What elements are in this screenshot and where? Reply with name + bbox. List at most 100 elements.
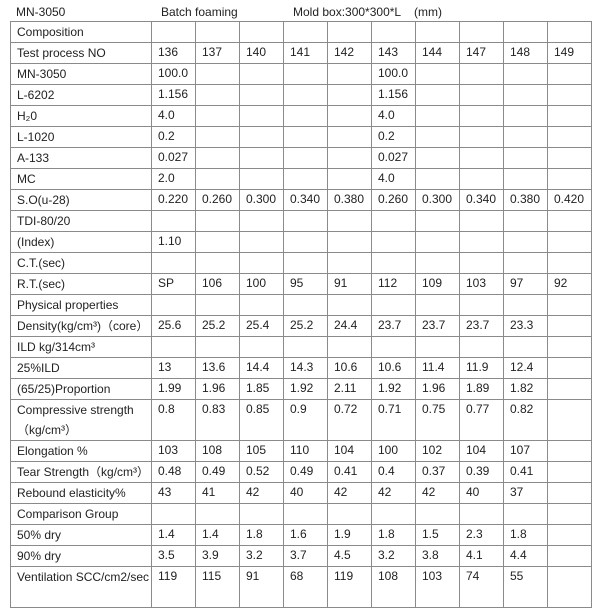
table-cell: 1.156 [371, 84, 416, 106]
row-label: A-133 [10, 147, 152, 169]
table-cell [283, 21, 328, 43]
table-cell [547, 21, 592, 43]
table-cell [195, 105, 240, 127]
table-cell: 108 [195, 440, 240, 462]
table-cell [151, 252, 196, 274]
table-cell: 24.4 [327, 315, 372, 337]
table-row: Tear Strength（kg/cm³） 0.48 0.49 0.52 0.49 0.4… [10, 461, 592, 483]
table-cell [459, 84, 504, 106]
table-row: L-1020 0.2 0.2 [10, 126, 592, 148]
table-cell [327, 210, 372, 232]
table-cell: 142 [327, 42, 372, 64]
table-cell: 11.4 [415, 357, 460, 379]
row-label: H₂0 [10, 105, 152, 127]
table-cell [327, 252, 372, 274]
table-cell: 0.52 [239, 461, 284, 483]
table-cell: 4.0 [371, 105, 416, 127]
table-row: MN-3050 100.0 100.0 [10, 63, 592, 85]
table-cell: 0.9 [283, 399, 328, 441]
table-cell [239, 21, 284, 43]
table-cell [459, 210, 504, 232]
table-cell [547, 440, 592, 462]
table-cell: 119 [151, 566, 196, 608]
table-cell: 14.3 [283, 357, 328, 379]
table-row: Physical properties [10, 294, 592, 316]
table-cell: 1.89 [459, 378, 504, 400]
table-cell: 100.0 [151, 63, 196, 85]
table-cell: 140 [239, 42, 284, 64]
table-cell: 4.0 [151, 105, 196, 127]
table-cell [195, 84, 240, 106]
table-cell: 40 [283, 482, 328, 504]
table-cell: 37 [503, 482, 548, 504]
row-label: Test process NO [10, 42, 152, 64]
table-cell [151, 294, 196, 316]
table-cell [547, 294, 592, 316]
table-cell [547, 503, 592, 525]
table-cell [239, 147, 284, 169]
table-cell: 137 [195, 42, 240, 64]
table-cell [415, 21, 460, 43]
table-cell: 0.340 [459, 189, 504, 211]
table-cell [239, 210, 284, 232]
table-cell [547, 399, 592, 441]
table-cell: 110 [283, 440, 328, 462]
table-cell: 108 [371, 566, 416, 608]
table-cell [195, 168, 240, 190]
table-cell [503, 63, 548, 85]
table-cell [459, 294, 504, 316]
table-body: Composition Test process NO 136 137 140 141 14… [10, 21, 592, 608]
table-cell: 0.75 [415, 399, 460, 441]
table-cell: 1.92 [283, 378, 328, 400]
table-cell [547, 105, 592, 127]
row-label: L-6202 [10, 84, 152, 106]
table-cell [195, 503, 240, 525]
table-cell [239, 252, 284, 274]
table-row: MC 2.0 4.0 [10, 168, 592, 190]
table-cell: 105 [239, 440, 284, 462]
table-cell [283, 126, 328, 148]
table-cell: 147 [459, 42, 504, 64]
table-cell [283, 336, 328, 358]
table-cell: 1.10 [151, 231, 196, 253]
row-label: (Index) [10, 231, 152, 253]
table-cell [415, 105, 460, 127]
table-cell [151, 503, 196, 525]
table-cell: 25.2 [195, 315, 240, 337]
table-cell [283, 105, 328, 127]
table-cell [547, 336, 592, 358]
table-cell [239, 126, 284, 148]
table-cell: 41 [195, 482, 240, 504]
table-cell [547, 147, 592, 169]
row-label: Density(kg/cm³)（core） [10, 315, 152, 337]
table-cell [283, 84, 328, 106]
table-cell: 40 [459, 482, 504, 504]
table-cell [327, 231, 372, 253]
table-cell [503, 210, 548, 232]
table-row: R.T.(sec) SP 106 100 95 91 112 109 103 97 92 [10, 273, 592, 295]
table-cell: 103 [459, 273, 504, 295]
table-cell [415, 84, 460, 106]
table-cell: 0.300 [415, 189, 460, 211]
table-cell [327, 336, 372, 358]
foam-test-table: Composition Test process NO 136 137 140 141 14… [10, 21, 592, 608]
table-cell [459, 63, 504, 85]
table-cell [415, 336, 460, 358]
table-cell: 1.92 [371, 378, 416, 400]
table-cell [195, 147, 240, 169]
table-row: S.O(u-28) 0.220 0.260 0.300 0.340 0.380 0.260 0… [10, 189, 592, 211]
table-cell: 1.85 [239, 378, 284, 400]
row-label: Composition [10, 21, 152, 43]
table-row: Rebound elasticity% 43 41 42 40 42 42 42 40 37 [10, 482, 592, 504]
table-cell: 10.6 [327, 357, 372, 379]
table-cell [503, 147, 548, 169]
table-cell: 0.71 [371, 399, 416, 441]
table-cell [547, 545, 592, 567]
table-cell: 0.72 [327, 399, 372, 441]
table-cell: 0.027 [151, 147, 196, 169]
table-cell [503, 503, 548, 525]
table-cell [547, 524, 592, 546]
table-cell: 0.260 [195, 189, 240, 211]
table-row: ILD kg/314cm³ [10, 336, 592, 358]
table-cell: 1.9 [327, 524, 372, 546]
